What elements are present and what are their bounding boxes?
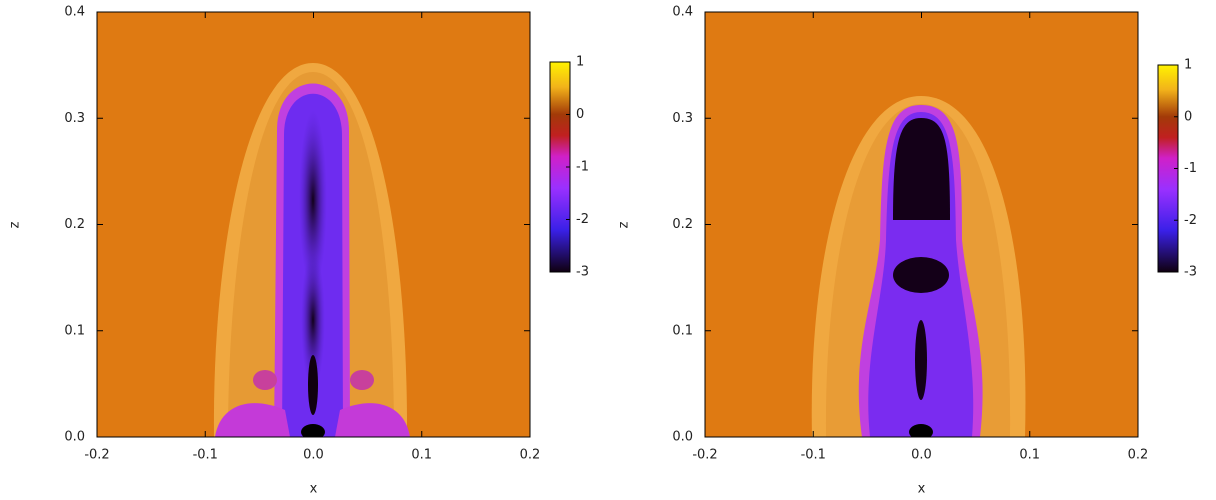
x-tick-label: 0.0	[303, 448, 324, 463]
colorbar-tick-label: -2	[576, 212, 589, 227]
x-tick-label: -0.2	[692, 448, 717, 463]
x-tick-label: -0.1	[193, 448, 218, 463]
colorbar-tick-label: -2	[1184, 213, 1197, 228]
colorbar-tick-label: -3	[576, 265, 589, 280]
y-tick-label: 0.3	[64, 111, 85, 126]
y-tick-label: 0.4	[672, 5, 693, 20]
x-tick-label: -0.2	[84, 448, 109, 463]
y-tick-label: 0.4	[64, 5, 85, 20]
colorbar-tick-label: 0	[1184, 109, 1192, 124]
y-tick-label: 0.1	[64, 323, 85, 338]
y-tick-label: 0.3	[672, 111, 693, 126]
y-axis-label: z	[8, 221, 23, 228]
colorbar-tick-label: 0	[576, 107, 584, 122]
x-tick-label: 0.2	[520, 448, 541, 463]
x-axis-label: x	[310, 482, 318, 497]
y-tick-label: 0.2	[672, 217, 693, 232]
colorbar	[550, 62, 570, 272]
field-image	[705, 12, 1138, 437]
y-axis-label: z	[617, 221, 632, 228]
y-tick-label: 0.1	[672, 323, 693, 338]
colorbar-tick-label: -1	[576, 160, 589, 175]
y-tick-label: 0.0	[64, 430, 85, 445]
x-tick-label: 0.1	[411, 448, 432, 463]
y-tick-label: 0.2	[64, 217, 85, 232]
x-tick-label: -0.1	[801, 448, 826, 463]
x-tick-label: 0.0	[911, 448, 932, 463]
colorbar	[1158, 65, 1178, 272]
colorbar-tick-label: 1	[576, 55, 584, 70]
colorbar-tick-label: -3	[1184, 265, 1197, 280]
colorbar-tick-label: 1	[1184, 58, 1192, 73]
colorbar-tick-label: -1	[1184, 161, 1197, 176]
x-tick-label: 0.2	[1128, 448, 1149, 463]
y-tick-label: 0.0	[672, 430, 693, 445]
x-tick-label: 0.1	[1019, 448, 1040, 463]
x-axis-label: x	[918, 482, 926, 497]
field-image	[97, 12, 530, 437]
